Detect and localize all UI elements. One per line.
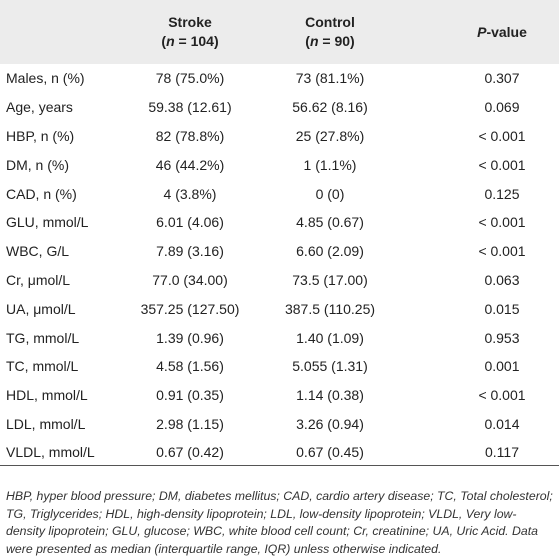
table-cell: 82 (78.8%)	[155, 127, 225, 144]
table-cell: 46 (44.2%)	[155, 156, 225, 173]
table-cell: HBP, n (%)	[6, 127, 75, 144]
table-cell: 0.953	[484, 329, 520, 346]
table-cell: 0 (0)	[315, 185, 345, 202]
table-row: GLU, mmol/L 6.01 (4.06) 4.85 (0.67) < 0.001	[0, 208, 559, 237]
table-cell: Males, n (%)	[6, 70, 85, 87]
table-cell: 1.40 (1.09)	[296, 329, 364, 346]
table-cell: Cr, μmol/L	[6, 271, 71, 288]
table-row: LDL, mmol/L 2.98 (1.15) 3.26 (0.94) 0.014	[0, 410, 559, 439]
header-text: n	[166, 33, 175, 49]
table-cell: TC, mmol/L	[6, 358, 79, 375]
table-cell: 1 (1.1%)	[303, 156, 357, 173]
table-row: CAD, n (%) 4 (3.8%) 0 (0) 0.125	[0, 179, 559, 208]
table-cell: 2.98 (1.15)	[156, 415, 224, 432]
table-cell: 6.60 (2.09)	[296, 243, 364, 260]
table-row: WBC, G/L 7.89 (3.16) 6.60 (2.09) < 0.001	[0, 237, 559, 266]
table-cell: 1.39 (0.96)	[156, 329, 224, 346]
table-body: Males, n (%) 78 (75.0%) 73 (81.1%) 0.307 Age…	[0, 64, 559, 467]
table-cell: 5.055 (1.31)	[292, 358, 368, 375]
header-text: (	[305, 33, 310, 49]
table-cell: CAD, n (%)	[6, 185, 77, 202]
header-text: = 90)	[318, 33, 355, 49]
table-cell: 0.069	[484, 99, 520, 116]
header-cell	[0, 0, 125, 64]
table-cell: < 0.001	[478, 243, 526, 260]
table-row: Cr, μmol/L 77.0 (34.00) 73.5 (17.00) 0.063	[0, 266, 559, 295]
table-cell: 387.5 (110.25)	[284, 300, 376, 317]
table-cell: WBC, G/L	[6, 243, 70, 260]
table-cell: 1.14 (0.38)	[296, 387, 364, 404]
header-text: n	[309, 33, 319, 49]
table-cell: 357.25 (127.50)	[140, 300, 240, 317]
table-cell: Age, years	[6, 99, 73, 116]
table-cell: 78 (75.0%)	[155, 70, 225, 87]
table-cell: 0.67 (0.45)	[255, 438, 405, 467]
table-row: Males, n (%) 78 (75.0%) 73 (81.1%) 0.307	[0, 64, 559, 93]
data-table: Stroke (n = 104) Control (n = 90) P-valu…	[0, 0, 559, 467]
header-cell: Control (n = 90)	[255, 0, 405, 64]
table-cell: 4 (3.8%)	[163, 185, 217, 202]
table-row: HDL, mmol/L 0.91 (0.35) 1.14 (0.38) < 0.001	[0, 381, 559, 410]
table-cell: < 0.001	[478, 387, 526, 404]
table-cell: 0.117	[405, 438, 559, 467]
table-cell: 59.38 (12.61)	[148, 99, 232, 116]
table-cell: 0.015	[484, 300, 520, 317]
table-row: Age, years 59.38 (12.61) 56.62 (8.16) 0.069	[0, 93, 559, 122]
table-cell: 3.26 (0.94)	[296, 415, 364, 432]
table-cell: 0.014	[484, 415, 520, 432]
header-text: P	[477, 23, 487, 40]
table-cell: 4.58 (1.56)	[156, 358, 224, 375]
table-cell: TG, mmol/L	[6, 329, 80, 346]
table-cell: 0.307	[484, 70, 520, 87]
table-row: TC, mmol/L 4.58 (1.56) 5.055 (1.31) 0.001	[0, 352, 559, 381]
table-cell: 77.0 (34.00)	[152, 271, 228, 288]
table-row: TG, mmol/L 1.39 (0.96) 1.40 (1.09) 0.953	[0, 323, 559, 352]
table-cell: < 0.001	[478, 156, 526, 173]
table-cell: LDL, mmol/L	[6, 415, 86, 432]
table-cell: 73.5 (17.00)	[292, 271, 368, 288]
table-cell: 25 (27.8%)	[295, 127, 365, 144]
table-header: Stroke (n = 104) Control (n = 90) P-valu…	[0, 0, 559, 64]
table-cell: 4.85 (0.67)	[296, 214, 364, 231]
table-row: HBP, n (%) 82 (78.8%) 25 (27.8%) < 0.001	[0, 122, 559, 151]
table-cell: 0.001	[484, 358, 520, 375]
table-cell: < 0.001	[478, 214, 526, 231]
table-cell: < 0.001	[478, 127, 526, 144]
table-cell: GLU, mmol/L	[6, 214, 89, 231]
footnote: HBP, hyper blood pressure; DM, diabetes …	[6, 489, 553, 556]
table-cell: 56.62 (8.16)	[292, 99, 368, 116]
table-cell: 0.125	[484, 185, 520, 202]
header-cell: Stroke (n = 104)	[125, 0, 255, 64]
table-cell: VLDL, mmol/L	[0, 438, 125, 467]
table-cell: 0.063	[484, 271, 520, 288]
header-text: = 104)	[174, 33, 219, 49]
header-text: Stroke	[168, 14, 212, 30]
table-row: VLDL, mmol/L 0.67 (0.42) 0.67 (0.45) 0.117	[0, 438, 559, 467]
table-row: UA, μmol/L 357.25 (127.50) 387.5 (110.25) 0…	[0, 294, 559, 323]
header-text: (	[161, 33, 167, 49]
table-cell: 0.91 (0.35)	[156, 387, 224, 404]
table-cell: 73 (81.1%)	[295, 70, 365, 87]
table-cell: 6.01 (4.06)	[156, 214, 224, 231]
header-text: -value	[486, 23, 527, 40]
table-cell: HDL, mmol/L	[6, 387, 88, 404]
header-text: Control	[305, 14, 355, 30]
table-cell: 0.67 (0.42)	[125, 438, 255, 467]
header-cell: P-value	[405, 0, 559, 64]
table-row: DM, n (%) 46 (44.2%) 1 (1.1%) < 0.001	[0, 150, 559, 179]
table-cell: DM, n (%)	[6, 156, 69, 173]
table-cell: UA, μmol/L	[6, 300, 76, 317]
header-row: Stroke (n = 104) Control (n = 90) P-valu…	[0, 0, 559, 64]
table-cell: 7.89 (3.16)	[156, 243, 224, 260]
